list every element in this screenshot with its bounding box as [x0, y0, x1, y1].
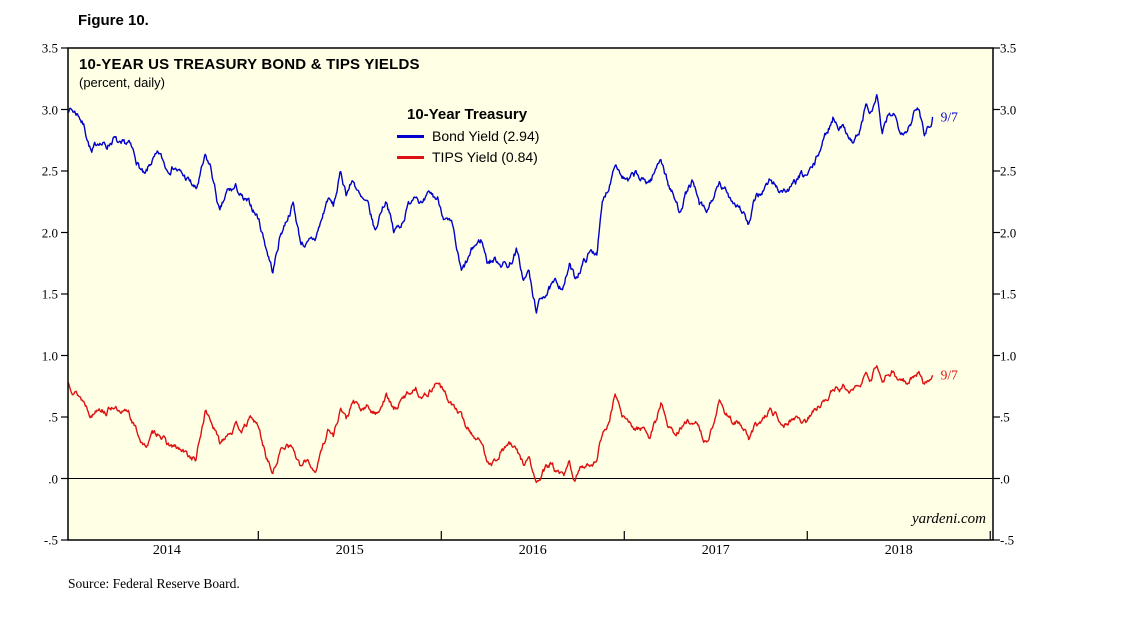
x-axis-year-label: 2016 — [518, 543, 547, 558]
tips-series-end-date-label: 9/7 — [940, 367, 958, 383]
source-note: Source: Federal Reserve Board. — [68, 576, 240, 591]
y-axis-tick-label-left: 3.0 — [41, 102, 58, 117]
y-axis-tick-label-right: -.5 — [1000, 532, 1015, 548]
y-axis-tick-label-left: 2.0 — [41, 225, 58, 240]
x-axis-year-label: 2017 — [701, 543, 730, 558]
y-axis-tick-label-left: .0 — [48, 471, 58, 486]
tips-line-swatch — [397, 155, 424, 159]
bond-line-swatch — [397, 134, 424, 138]
legend-entry-tips-label: TIPS Yield (0.84) — [432, 149, 538, 165]
watermark: yardeni.com — [911, 511, 986, 527]
y-axis-tick-label-right: .0 — [1000, 471, 1010, 486]
y-axis-tick-label-left: 2.5 — [41, 163, 58, 179]
y-axis-tick-label-right: 3.5 — [1000, 40, 1017, 56]
legend-entry-bond-label: Bond Yield (2.94) — [432, 128, 540, 144]
legend-heading: 10-Year Treasury — [407, 106, 528, 123]
y-axis-tick-label-left: 3.5 — [41, 40, 58, 56]
y-axis-tick-label-left: .5 — [48, 409, 58, 425]
y-axis-tick-label-right: 2.0 — [1000, 225, 1017, 240]
legend-entry-tips: TIPS Yield (0.84) — [397, 149, 539, 165]
y-axis-tick-label-right: 2.5 — [1000, 163, 1017, 179]
x-axis-year-label: 2015 — [335, 543, 364, 558]
y-axis-tick-label-right: 3.0 — [1000, 102, 1017, 117]
y-axis-tick-label-left: 1.0 — [41, 348, 58, 363]
y-axis-tick-label-right: 1.0 — [1000, 348, 1017, 363]
legend: 10-Year Treasury Bond Yield (2.94) TIPS … — [397, 106, 539, 165]
bond-series-end-date-label: 9/7 — [940, 109, 958, 125]
y-axis-tick-label-left: -.5 — [43, 532, 58, 548]
chart-subtitle: (percent, daily) — [79, 75, 165, 90]
chart-title: 10-YEAR US TREASURY BOND & TIPS YIELDS — [79, 56, 420, 73]
figure-label: Figure 10. — [78, 12, 149, 29]
x-axis-year-label: 2014 — [152, 543, 181, 558]
y-axis-tick-label-right: .5 — [1000, 409, 1010, 425]
legend-entry-bond: Bond Yield (2.94) — [397, 128, 539, 144]
x-axis-year-label: 2018 — [884, 543, 913, 558]
y-axis-tick-label-right: 1.5 — [1000, 286, 1017, 302]
y-axis-tick-label-left: 1.5 — [41, 286, 58, 302]
